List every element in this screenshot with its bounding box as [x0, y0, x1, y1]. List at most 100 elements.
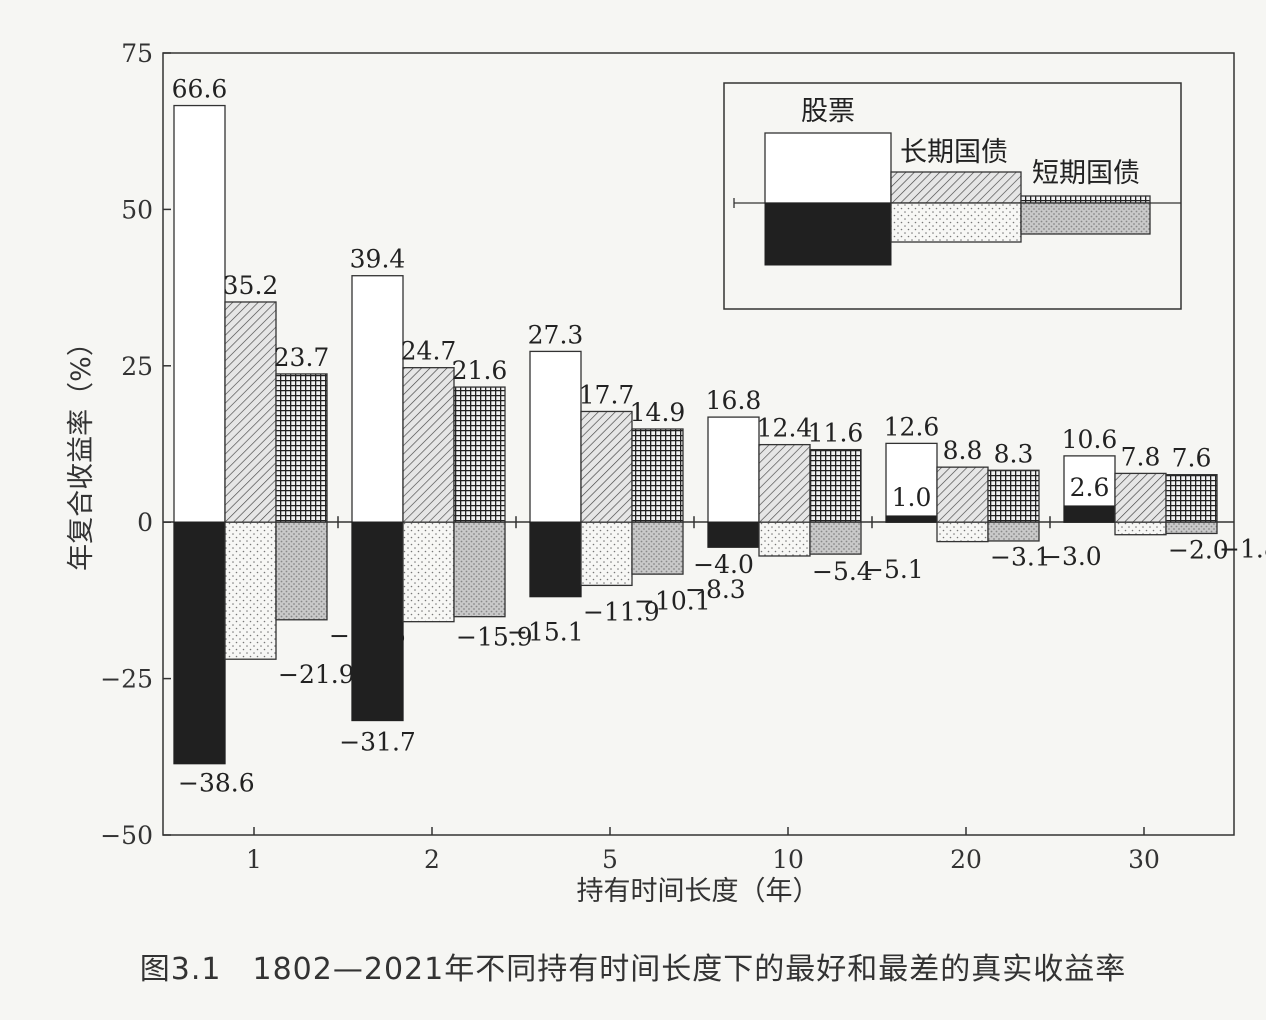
bars-layer: 66.6−38.635.2−21.923.7−15.639.4−31.724.7… [172, 75, 1266, 798]
bar-best-shortbill [453, 386, 506, 523]
bar-worst-longbond [402, 521, 455, 623]
data-label-best: 10.6 [1062, 425, 1118, 454]
bar-worst-stocks [707, 521, 760, 548]
legend-label-longbond: 长期国债 [900, 137, 1008, 168]
data-label-worst: −4.0 [693, 550, 754, 579]
bar-best-longbond [936, 466, 989, 523]
legend-label-stocks: 股票 [801, 96, 855, 127]
data-label-best: 21.6 [452, 356, 508, 385]
data-label-best: 39.4 [350, 245, 406, 274]
bar-worst-stocks [351, 521, 404, 722]
bar-worst-longbond [580, 521, 633, 587]
y-tick-label: 75 [121, 39, 153, 68]
bar-best-longbond [402, 367, 455, 523]
bar-best-shortbill [987, 469, 1040, 523]
bar-worst-stocks [885, 515, 938, 523]
bar-best-shortbill [809, 448, 862, 523]
data-label-best: 27.3 [528, 320, 584, 349]
data-label-worst: −8.3 [685, 575, 746, 604]
bar-best-stocks [707, 416, 760, 523]
bar-best-longbond [758, 443, 811, 523]
data-label-best: 12.4 [757, 414, 813, 443]
bar-worst-longbond [1114, 521, 1167, 536]
bar-best-longbond [1114, 472, 1167, 523]
data-label-worst: −5.1 [863, 555, 924, 584]
y-tick-label: 0 [137, 508, 153, 537]
data-label-worst: −21.9 [278, 660, 355, 689]
bar-worst-shortbill [631, 521, 684, 575]
data-label-worst: 2.6 [1070, 473, 1110, 502]
data-label-best: 11.6 [808, 419, 864, 448]
data-label-worst: −3.0 [1041, 542, 1102, 571]
bar-best-shortbill [631, 428, 684, 523]
data-label-best: 8.8 [943, 436, 983, 465]
data-label-worst: −5.4 [812, 557, 873, 586]
bar-best-stocks [885, 442, 938, 523]
bar-worst-shortbill [809, 521, 862, 555]
legend-swatch-stocks-best [764, 132, 892, 204]
data-label-best: 7.8 [1121, 442, 1161, 471]
x-tick-label: 5 [602, 845, 618, 874]
bar-worst-shortbill [453, 521, 506, 618]
bar-worst-stocks [529, 521, 582, 598]
x-tick-label: 10 [772, 845, 804, 874]
legend-label-shortbill: 短期国债 [1032, 158, 1140, 189]
bar-worst-shortbill [1165, 521, 1218, 535]
legend-swatch-longbond-best [890, 171, 1022, 204]
axes [162, 52, 1235, 836]
bar-best-stocks [529, 350, 582, 523]
data-label-worst: −1.8 [1219, 534, 1266, 563]
bar-best-shortbill [1165, 474, 1218, 523]
data-label-worst: −38.6 [178, 769, 255, 798]
x-tick-label: 30 [1128, 845, 1160, 874]
data-label-worst: −15.9 [456, 623, 533, 652]
x-axis-ticks: 1 2 5 10 20 30 [246, 516, 1160, 874]
plot-frame [162, 52, 1235, 836]
y-tick-label: −50 [100, 821, 153, 850]
y-axis-ticks: 75 50 25 0 −25 −50 [100, 39, 171, 850]
data-label-worst: −31.7 [339, 728, 416, 757]
bar-worst-shortbill [275, 521, 328, 621]
data-label-worst: 1.0 [892, 483, 932, 512]
bar-worst-longbond [936, 521, 989, 543]
legend: 股票 长期国债 短期国债 [723, 82, 1182, 310]
legend-swatch-shortbill-worst [1020, 202, 1151, 235]
x-tick-label: 20 [950, 845, 982, 874]
data-label-best: 17.7 [579, 380, 635, 409]
legend-swatch-shortbill-best [1020, 195, 1151, 204]
legend-swatch-longbond-worst [890, 202, 1022, 243]
bar-worst-stocks [1063, 505, 1116, 523]
y-tick-label: 50 [121, 195, 153, 224]
y-axis-label: 年复合收益率（%） [66, 329, 97, 571]
x-tick-label: 1 [246, 845, 262, 874]
data-label-best: 12.6 [884, 412, 940, 441]
data-label-worst: −15.1 [507, 618, 584, 647]
data-label-best: 24.7 [401, 337, 457, 366]
x-tick-label: 2 [424, 845, 440, 874]
y-tick-label: 25 [121, 352, 153, 381]
bar-best-stocks [173, 104, 226, 523]
bar-best-longbond [224, 301, 277, 523]
bar-best-longbond [580, 410, 633, 523]
bar-best-stocks [351, 275, 404, 523]
data-label-best: 35.2 [223, 271, 279, 300]
bar-best-shortbill [275, 373, 328, 523]
figure-caption: 图3.1 1802—2021年不同持有时间长度下的最好和最差的真实收益率 [139, 952, 1127, 987]
data-label-best: 23.7 [274, 343, 330, 372]
x-axis-label: 持有时间长度（年） [577, 876, 820, 907]
data-label-best: 7.6 [1172, 444, 1212, 473]
data-label-best: 14.9 [630, 398, 686, 427]
bar-worst-shortbill [987, 521, 1040, 542]
data-label-best: 66.6 [172, 75, 228, 104]
data-label-best: 16.8 [706, 386, 762, 415]
data-label-worst: −10.1 [634, 586, 711, 615]
bar-worst-stocks [173, 521, 226, 765]
data-label-worst: −2.0 [1168, 536, 1229, 565]
legend-swatch-stocks-worst [764, 202, 892, 266]
bar-worst-longbond [224, 521, 277, 660]
data-label-worst: −3.1 [990, 543, 1051, 572]
data-label-best: 8.3 [994, 439, 1034, 468]
bar-worst-longbond [758, 521, 811, 557]
y-tick-label: −25 [100, 665, 153, 694]
